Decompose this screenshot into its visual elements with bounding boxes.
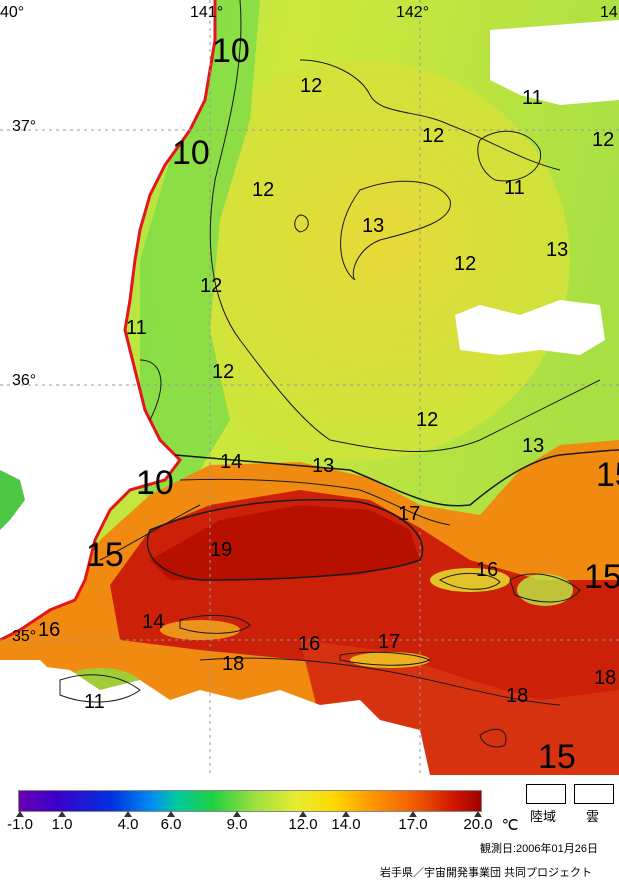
contour-label: 18 — [506, 685, 528, 707]
contour-label: 13 — [546, 239, 568, 261]
contour-label: 11 — [522, 87, 543, 109]
contour-label: 17 — [378, 631, 400, 653]
temperature-color-bar — [18, 790, 482, 812]
unit-label: ℃ — [501, 817, 519, 834]
cloud-south — [0, 665, 430, 775]
cloud-northeast — [490, 20, 619, 105]
color-bar-tick-label: 20.0 — [463, 816, 493, 833]
peninsula-water — [0, 470, 25, 530]
contour-label-group: 10 12 11 12 10 12 13 12 11 12 13 12 11 1… — [38, 32, 619, 775]
contour-label: 13 — [312, 455, 334, 477]
longitude-label: 14 — [600, 4, 618, 21]
contour-label: 12 — [212, 361, 234, 383]
land-key-label: 陸域 — [530, 809, 557, 824]
contour-label: 12 — [416, 409, 438, 431]
color-bar-tick-label: 12.0 — [288, 816, 318, 833]
contour-label: 10 — [172, 134, 210, 172]
latitude-label: 37° — [12, 118, 37, 135]
contour-label: 13 — [522, 435, 544, 457]
longitude-label: 141° — [190, 4, 224, 21]
contour-label: 13 — [362, 215, 384, 237]
contour-label: 16 — [298, 633, 320, 655]
color-bar-tick-label: -1.0 — [7, 816, 33, 833]
contour-label: 12 — [592, 129, 614, 151]
contour-label: 14 — [220, 451, 242, 473]
land-key-swatch — [526, 784, 566, 804]
observation-date: 観測日:2006年01月26日 — [480, 843, 598, 855]
color-bar-tick-label: 4.0 — [117, 816, 139, 833]
contour-label: 10 — [136, 464, 174, 502]
contour-label: 12 — [422, 125, 444, 147]
longitude-label: 142° — [396, 4, 430, 21]
contour-label: 14 — [142, 611, 164, 633]
contour-label: 12 — [200, 275, 222, 297]
cloud-key-label: 雲 — [586, 809, 600, 824]
contour-label: 19 — [210, 539, 232, 561]
credit-line: 岩手県／宇宙開発事業団 共同プロジェクト — [380, 867, 593, 879]
coastal-cool-water — [120, 0, 260, 500]
contour-label: 12 — [252, 179, 274, 201]
contour-label: 10 — [212, 32, 250, 70]
contour-label: 11 — [504, 177, 525, 199]
latitude-label: 35° — [12, 628, 37, 645]
latitude-label: 36° — [12, 372, 37, 389]
contour-label: 16 — [38, 619, 60, 641]
contour-label: 17 — [398, 503, 420, 525]
graticule — [0, 0, 619, 775]
longitude-label: 40° — [0, 4, 25, 21]
sea-surface-temperature-map: 10 12 11 12 10 12 13 12 11 12 13 12 11 1… — [0, 0, 619, 775]
contour-label: 16 — [476, 559, 498, 581]
contour-label: 15 — [584, 558, 619, 596]
cloud-key-swatch — [574, 784, 614, 804]
contour-label: 11 — [84, 691, 105, 713]
contour-label: 12 — [300, 75, 322, 97]
kuroshio-core — [150, 505, 420, 580]
coastline — [0, 0, 217, 642]
color-bar-tick-label: 6.0 — [160, 816, 182, 833]
color-bar-tick-label: 17.0 — [398, 816, 428, 833]
contour-label: 18 — [222, 653, 244, 675]
cloud-central — [455, 300, 605, 355]
contour-label: 15 — [86, 536, 124, 574]
contour-label: 12 — [454, 253, 476, 275]
contour-label: 18 — [594, 667, 616, 689]
contour-label: 15 — [596, 456, 619, 494]
contour-label: 15 — [538, 738, 576, 775]
color-bar-tick-label: 1.0 — [51, 816, 73, 833]
contour-label: 11 — [126, 317, 147, 339]
isotherm-lines — [59, 0, 619, 748]
color-bar-tick-label: 14.0 — [331, 816, 361, 833]
color-bar-tick-label: 9.0 — [226, 816, 248, 833]
